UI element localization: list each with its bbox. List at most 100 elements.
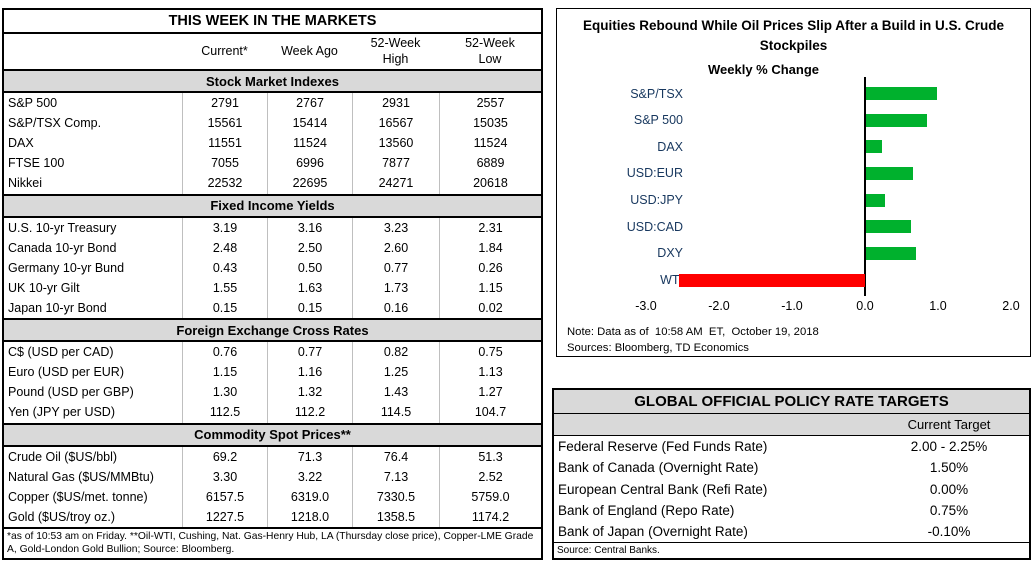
row-label: Canada 10-yr Bond: [8, 240, 117, 255]
row-value: 0.75: [439, 342, 541, 363]
x-axis-tick-label: 2.0: [1002, 299, 1020, 313]
row-value: 6996: [267, 153, 352, 174]
row-value: 0.16: [352, 297, 439, 319]
chart-bar-positive: [866, 193, 885, 207]
row-value: 0.26: [439, 257, 541, 278]
table-row: Canada 10-yr Bond 2.48 2.50 2.60 1.84: [4, 237, 541, 258]
row-value: 7055: [182, 153, 267, 174]
policy-table-column-header: Current Target: [554, 414, 1029, 436]
row-label: Yen (JPY per USD): [8, 405, 115, 420]
policy-row-value: 0.75%: [929, 502, 969, 518]
chart-bar-positive: [866, 113, 927, 127]
row-value: 2.60: [352, 237, 439, 258]
row-value: 15561: [182, 113, 267, 134]
row-value: 2767: [267, 93, 352, 114]
row-value: 1.84: [439, 237, 541, 258]
row-label: Japan 10-yr Bond: [8, 301, 107, 316]
policy-row-label: Federal Reserve (Fed Funds Rate): [558, 439, 768, 455]
policy-row-value: 0.00%: [929, 481, 969, 497]
row-value: 2791: [182, 93, 267, 114]
chart-note: Note: Data as of 10:58 AM ET, October 19…: [567, 326, 819, 338]
row-value: 2.52: [439, 466, 541, 487]
chart-category-label: S&P/TSX: [630, 86, 683, 101]
row-value: 1.16: [267, 362, 352, 383]
chart-bar-positive: [866, 140, 883, 154]
table-row: DAX 11551 11524 13560 11524: [4, 133, 541, 154]
row-value: 15035: [439, 113, 541, 134]
row-value: 1.73: [352, 277, 439, 298]
chart-bar-negative: [678, 273, 865, 287]
row-value: 1358.5: [352, 506, 439, 527]
row-label: Gold ($US/troy oz.): [8, 509, 115, 524]
chart-axis-title: Weekly % Change: [707, 62, 820, 77]
row-label: Pound (USD per GBP): [8, 385, 134, 400]
table-row: FTSE 100 7055 6996 7877 6889: [4, 153, 541, 174]
row-value: 112.2: [267, 402, 352, 423]
chart-category-label: S&P 500: [633, 113, 683, 128]
row-value: 3.19: [182, 217, 267, 238]
row-value: 1.32: [267, 382, 352, 403]
table-row: C$ (USD per CAD) 0.76 0.77 0.82 0.75: [4, 342, 541, 363]
row-value: 71.3: [267, 446, 352, 467]
column-header-current-target: Current Target: [907, 417, 991, 432]
policy-table-title: GLOBAL OFFICIAL POLICY RATE TARGETS: [554, 390, 1029, 414]
table-row: Natural Gas ($US/MMBtu) 3.30 3.22 7.13 2.52: [4, 466, 541, 487]
section-header: Commodity Spot Prices**: [4, 422, 541, 447]
row-label: Natural Gas ($US/MMBtu): [8, 469, 154, 484]
row-value: 3.22: [267, 466, 352, 487]
row-value: 1.15: [182, 362, 267, 383]
x-axis-tick-label: 1.0: [929, 299, 947, 313]
section-header: Stock Market Indexes: [4, 69, 541, 93]
row-value: 5759.0: [439, 486, 541, 507]
markets-table-title: THIS WEEK IN THE MARKETS: [4, 10, 541, 34]
x-axis-tick-label: -1.0: [781, 299, 803, 313]
row-value: 2.50: [267, 237, 352, 258]
row-value: 7.13: [352, 466, 439, 487]
row-label: S&P/TSX Comp.: [8, 116, 102, 131]
row-value: 7877: [352, 153, 439, 174]
markets-table-column-header: Current* Week Ago 52-Week High 52-Week L…: [4, 34, 541, 69]
policy-row-label: Bank of Canada (Overnight Rate): [558, 460, 759, 476]
row-value: 0.02: [439, 297, 541, 319]
row-value: 6889: [439, 153, 541, 174]
policy-table-row: European Central Bank (Refi Rate) 0.00%: [554, 478, 1029, 499]
chart-zero-axis-line: [864, 77, 866, 296]
row-value: 1218.0: [267, 506, 352, 527]
row-value: 0.76: [182, 342, 267, 363]
markets-table: THIS WEEK IN THE MARKETS Current* Week A…: [2, 8, 543, 560]
row-value: 1.63: [267, 277, 352, 298]
chart-plot-area: S&P/TSX S&P 500 DAX USD:EUR USD:JPY USD:CAD DX…: [557, 9, 1030, 356]
row-value: 0.77: [352, 257, 439, 278]
chart-category-label: USD:CAD: [626, 219, 683, 234]
row-label: UK 10-yr Gilt: [8, 280, 80, 295]
row-value: 11524: [267, 133, 352, 154]
policy-table-row: Bank of Canada (Overnight Rate) 1.50%: [554, 457, 1029, 478]
row-value: 1.43: [352, 382, 439, 403]
policy-rate-table: GLOBAL OFFICIAL POLICY RATE TARGETS Curr…: [552, 388, 1031, 560]
chart-category-label: WTI: [660, 273, 683, 288]
x-axis-tick-label: -3.0: [635, 299, 657, 313]
x-axis-tick-label: -2.0: [708, 299, 730, 313]
table-row: Pound (USD per GBP) 1.30 1.32 1.43 1.27: [4, 382, 541, 403]
row-value: 2.48: [182, 237, 267, 258]
policy-table-row: Bank of Japan (Overnight Rate) -0.10%: [554, 521, 1029, 542]
policy-row-value: -0.10%: [927, 523, 971, 539]
row-value: 11551: [182, 133, 267, 154]
chart-sources: Sources: Bloomberg, TD Economics: [567, 342, 749, 354]
row-value: 16567: [352, 113, 439, 134]
table-row: S&P 500 2791 2767 2931 2557: [4, 93, 541, 114]
policy-table-row: Federal Reserve (Fed Funds Rate) 2.00 - 2…: [554, 436, 1029, 457]
table-row: Gold ($US/troy oz.) 1227.5 1218.0 1358.5 117…: [4, 506, 541, 527]
section-header: Foreign Exchange Cross Rates: [4, 318, 541, 343]
row-value: 20618: [439, 173, 541, 194]
weekly-change-chart-panel: Equities Rebound While Oil Prices Slip A…: [556, 8, 1031, 357]
row-value: 1.55: [182, 277, 267, 298]
chart-category-label: USD:JPY: [630, 193, 683, 208]
chart-category-label: DXY: [657, 246, 683, 261]
row-value: 11524: [439, 133, 541, 154]
row-label: DAX: [8, 136, 34, 151]
table-row: Euro (USD per EUR) 1.15 1.16 1.25 1.13: [4, 362, 541, 383]
row-value: 1.15: [439, 277, 541, 298]
markets-table-footnote: *as of 10:53 am on Friday. **Oil-WTI, Cu…: [4, 526, 541, 558]
